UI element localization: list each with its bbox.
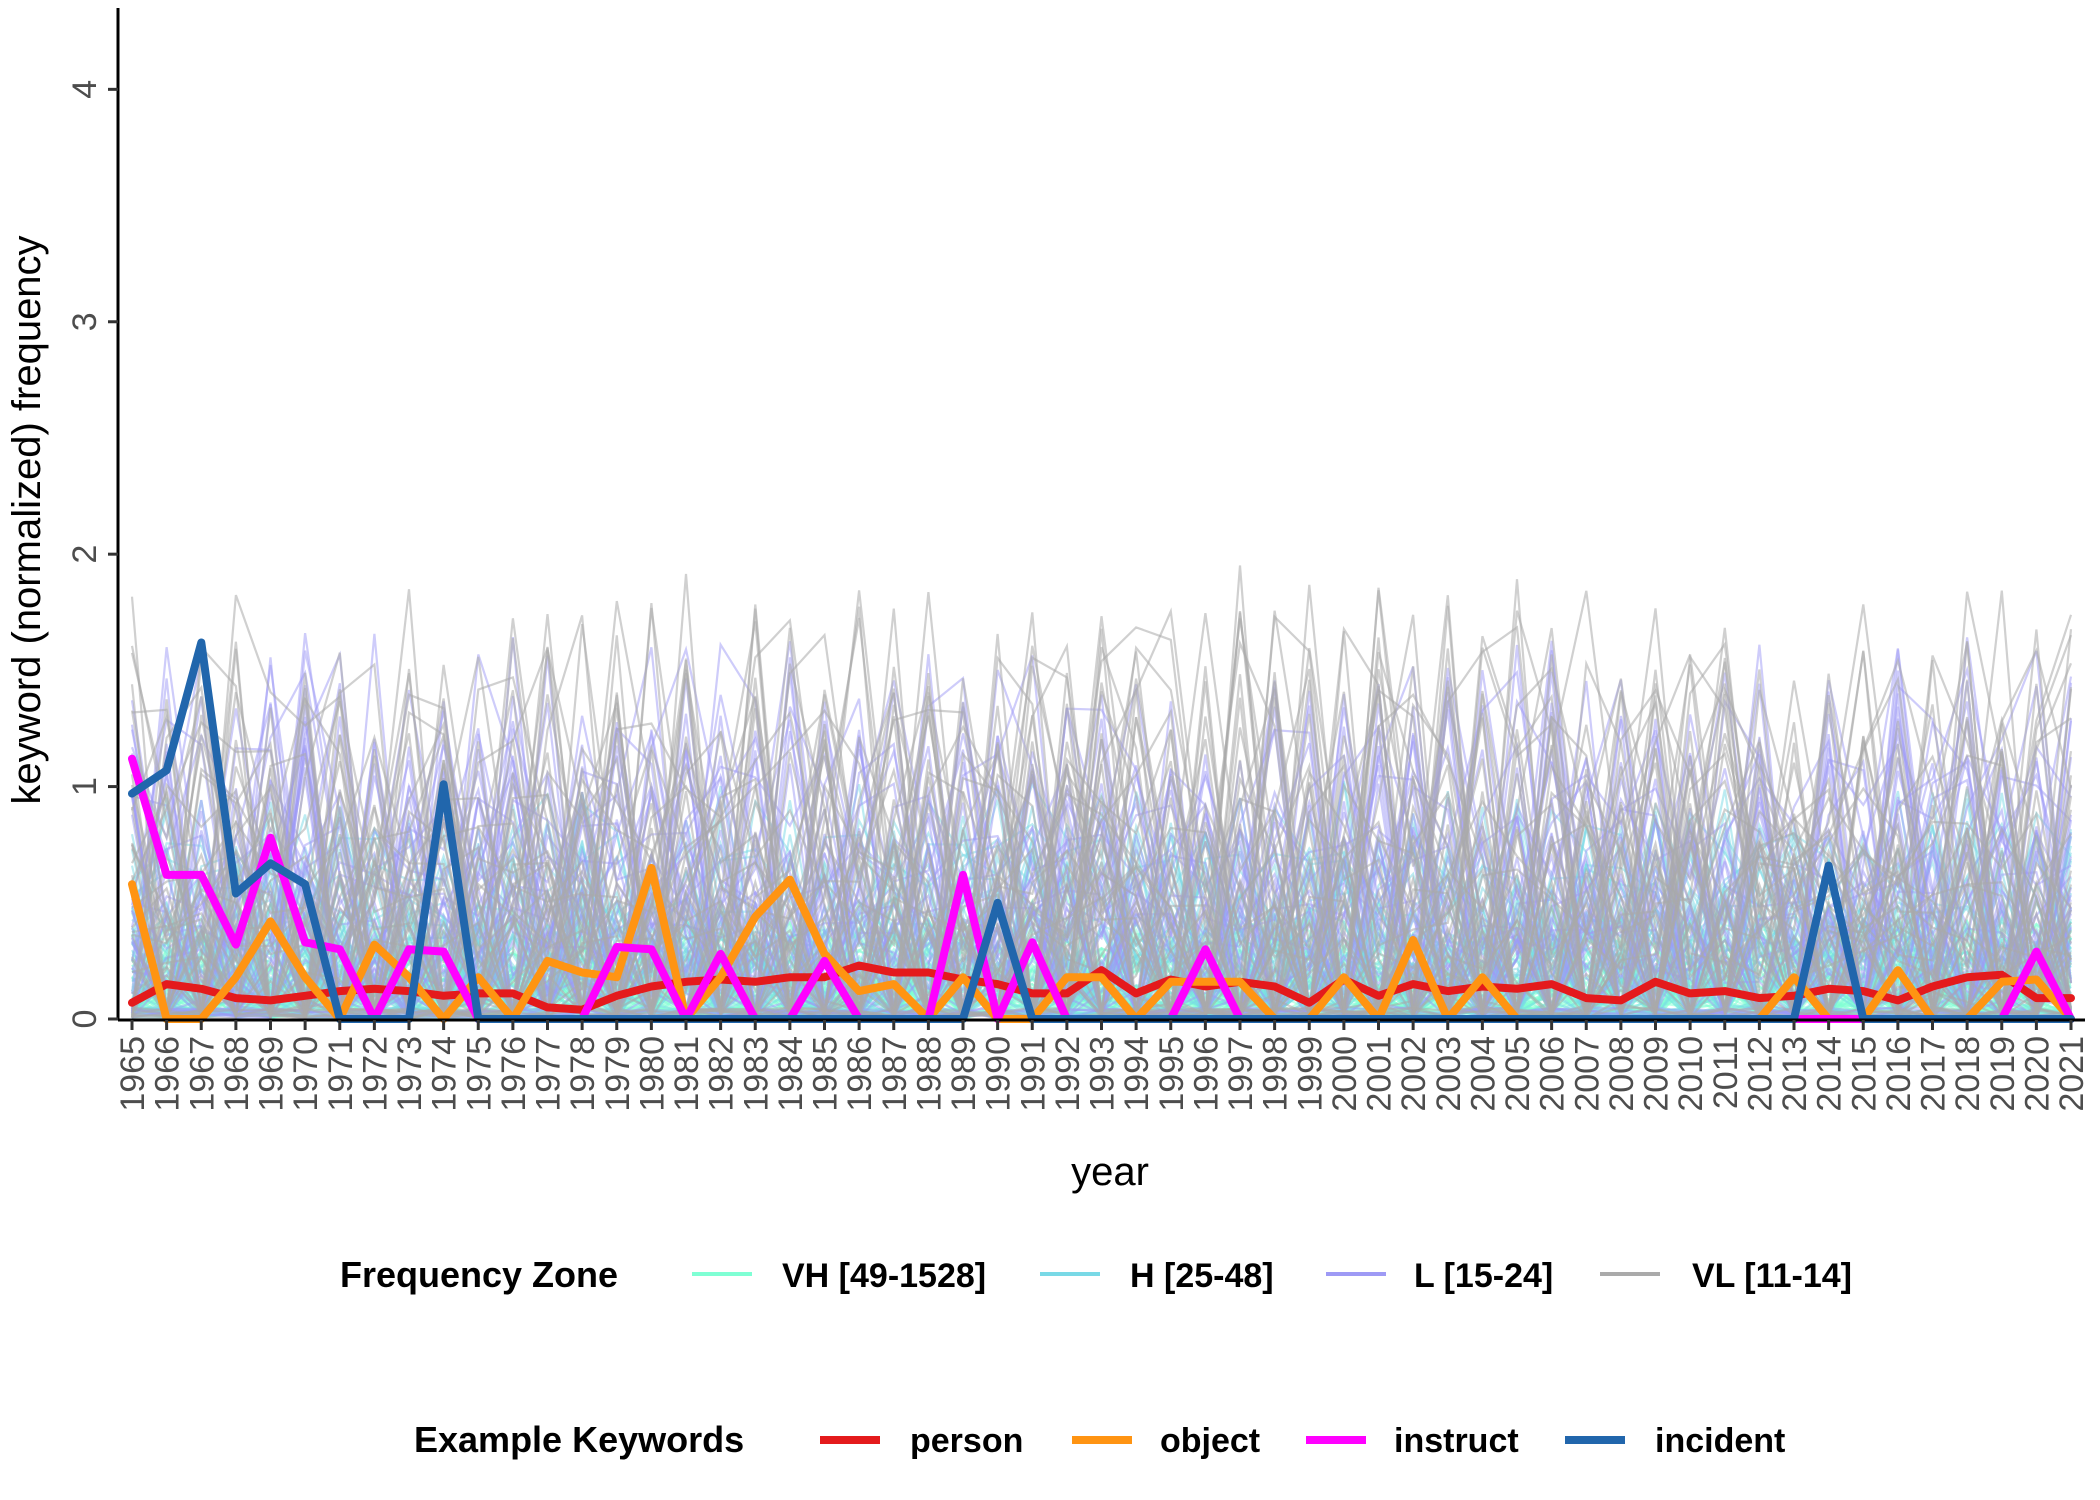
legend-keyword-label: person: [910, 1422, 1023, 1460]
x-tick-label: 1965: [114, 1036, 152, 1112]
x-tick-label: 2003: [1430, 1036, 1468, 1112]
x-tick-label: 1976: [495, 1036, 533, 1112]
legend-zone-label: H [25-48]: [1130, 1257, 1274, 1295]
x-tick-label: 2004: [1464, 1036, 1502, 1112]
background-line: [130, 710, 2073, 1021]
background-line: [131, 590, 2073, 1020]
series-line-person: [128, 961, 2075, 1014]
x-tick-label: 2009: [1638, 1036, 1676, 1112]
y-tick-label: 1: [66, 777, 104, 796]
x-tick-label: 1995: [1153, 1036, 1191, 1112]
x-tick-label: 2018: [1949, 1036, 1987, 1112]
x-tick-label: 2011: [1707, 1036, 1745, 1109]
y-tick-label: 3: [66, 312, 104, 331]
x-tick-label: 1992: [1049, 1036, 1087, 1112]
x-tick-label: 1998: [1257, 1036, 1295, 1112]
x-tick-label: 2019: [1984, 1036, 2022, 1112]
legend-zone-label: VH [49-1528]: [782, 1257, 986, 1295]
y-axis-title: keyword (normalized) frequency: [5, 235, 49, 804]
x-tick-label: 2013: [1776, 1036, 1814, 1112]
x-tick-label: 2021: [2053, 1036, 2091, 1112]
x-tick-label: 2014: [1811, 1036, 1849, 1112]
x-tick-label: 1989: [945, 1036, 983, 1112]
x-tick-label: 2010: [1672, 1036, 1710, 1112]
x-tick-label: 1971: [322, 1036, 360, 1112]
legend-frequency-zone: Frequency Zone VH [49-1528] H [25-48] L [1…: [340, 1254, 1852, 1295]
x-tick-label: 2020: [2018, 1036, 2056, 1112]
x-tick-label: 1979: [599, 1036, 637, 1112]
x-tick-label: 1978: [564, 1036, 602, 1112]
x-tick-label: 1981: [668, 1036, 706, 1112]
x-axis-ticks: 1965196619671968196919701971197219731974…: [114, 1020, 2091, 1112]
x-tick-label: 2006: [1534, 1036, 1572, 1112]
x-tick-label: 1972: [356, 1036, 394, 1112]
x-tick-label: 1994: [1118, 1036, 1156, 1112]
x-tick-label: 1968: [218, 1036, 256, 1112]
background-line: [131, 646, 2073, 1020]
y-axis-ticks: 0 1 2 3 4: [66, 80, 118, 1029]
x-tick-label: 2002: [1395, 1036, 1433, 1112]
x-tick-label: 2000: [1326, 1036, 1364, 1112]
x-tick-label: 1990: [980, 1036, 1018, 1112]
x-tick-label: 2001: [1361, 1036, 1399, 1112]
x-tick-label: 1999: [1291, 1036, 1329, 1112]
x-tick-label: 1986: [841, 1036, 879, 1112]
x-tick-label: 2007: [1568, 1036, 1606, 1112]
x-tick-label: 2017: [1915, 1036, 1953, 1112]
x-tick-label: 1980: [633, 1036, 671, 1112]
x-tick-label: 1993: [1084, 1036, 1122, 1112]
x-tick-label: 1974: [426, 1036, 464, 1112]
legend-keyword-label: object: [1160, 1422, 1260, 1460]
x-tick-label: 1988: [910, 1036, 948, 1112]
y-tick-label: 0: [66, 1010, 104, 1029]
x-tick-label: 1987: [876, 1036, 914, 1112]
y-tick-label: 2: [66, 545, 104, 564]
background-line: [131, 591, 2072, 1021]
x-tick-label: 2008: [1603, 1036, 1641, 1112]
x-tick-label: 1975: [460, 1036, 498, 1112]
background-line: [130, 608, 2073, 1020]
background-line: [130, 688, 2072, 1021]
legend-example-keywords-title: Example Keywords: [414, 1419, 744, 1460]
x-tick-label: 1966: [149, 1036, 187, 1112]
x-axis-title: year: [1071, 1150, 1149, 1194]
legend-zone-label: L [15-24]: [1414, 1257, 1553, 1295]
legend-keyword-label: instruct: [1394, 1422, 1519, 1460]
x-tick-label: 1996: [1187, 1036, 1225, 1112]
x-tick-label: 1970: [287, 1036, 325, 1112]
x-tick-label: 2005: [1499, 1036, 1537, 1112]
x-tick-label: 1967: [183, 1036, 221, 1112]
x-tick-label: 1991: [1014, 1036, 1052, 1112]
x-tick-label: 1985: [807, 1036, 845, 1112]
legend-frequency-zone-title: Frequency Zone: [340, 1254, 618, 1295]
x-tick-label: 1977: [530, 1036, 568, 1112]
x-tick-label: 1997: [1222, 1036, 1260, 1112]
legend-keyword-label: incident: [1655, 1422, 1785, 1460]
x-tick-label: 1973: [391, 1036, 429, 1112]
legend-zone-label: VL [11-14]: [1692, 1257, 1852, 1295]
x-tick-label: 1969: [253, 1036, 291, 1112]
x-tick-label: 1984: [772, 1036, 810, 1112]
x-tick-label: 2015: [1845, 1036, 1883, 1112]
background-line: [130, 616, 2072, 1021]
x-tick-label: 1983: [737, 1036, 775, 1112]
x-tick-label: 2012: [1741, 1036, 1779, 1112]
x-tick-label: 2016: [1880, 1036, 1918, 1112]
x-tick-label: 1982: [703, 1036, 741, 1112]
y-tick-label: 4: [66, 80, 104, 99]
legend-example-keywords: Example Keywords person object instruct inc…: [414, 1419, 1785, 1460]
